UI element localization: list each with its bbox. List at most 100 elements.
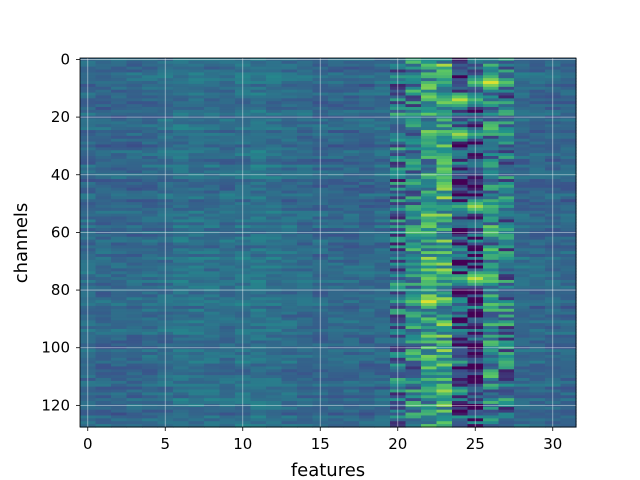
heatmap-cell <box>266 271 283 275</box>
heatmap-cell <box>374 72 391 76</box>
heatmap-cell <box>204 412 221 417</box>
heatmap-cell <box>266 245 283 249</box>
heatmap-cell <box>111 107 128 111</box>
heatmap-cell <box>436 383 453 388</box>
heatmap-cell <box>281 259 298 264</box>
heatmap-cell <box>514 386 531 391</box>
heatmap-cell <box>219 386 236 391</box>
heatmap-cell <box>421 369 438 373</box>
heatmap-cell <box>436 256 453 261</box>
heatmap-cell <box>529 161 546 166</box>
heatmap-cell <box>374 424 391 428</box>
heatmap-cell <box>111 72 128 76</box>
heatmap-cell <box>111 92 128 97</box>
heatmap-cell <box>359 156 376 160</box>
heatmap-cell <box>529 328 546 333</box>
heatmap-cell <box>126 170 143 174</box>
heatmap-cell <box>514 153 531 157</box>
heatmap-cell <box>188 409 205 414</box>
heatmap-cell <box>529 199 546 203</box>
heatmap-cell <box>452 69 469 74</box>
heatmap-cell <box>514 395 531 399</box>
heatmap-cell <box>483 308 500 313</box>
heatmap-cell <box>405 107 422 111</box>
heatmap-cell <box>498 219 515 223</box>
heatmap-cell <box>436 193 453 197</box>
heatmap-cell <box>188 248 205 252</box>
heatmap-cell <box>514 354 531 359</box>
heatmap-cell <box>173 138 190 143</box>
heatmap-cell <box>421 222 438 226</box>
heatmap-cell <box>374 369 391 373</box>
heatmap-cell <box>374 277 391 281</box>
heatmap-cell <box>95 337 112 342</box>
heatmap-cell <box>405 118 422 123</box>
heatmap-cell <box>452 144 469 148</box>
heatmap-cell <box>281 308 298 313</box>
heatmap-cell <box>111 248 128 252</box>
heatmap-cell <box>529 210 546 215</box>
heatmap-cell <box>560 291 577 295</box>
heatmap-cell <box>405 357 422 362</box>
heatmap-cell <box>250 392 267 396</box>
heatmap-cell <box>405 75 422 79</box>
heatmap-cell <box>436 320 453 324</box>
heatmap-cell <box>498 314 515 319</box>
heatmap-cell <box>219 92 236 97</box>
heatmap-cell <box>266 81 283 85</box>
heatmap-cell <box>343 69 360 74</box>
heatmap-cell <box>173 107 190 111</box>
heatmap-cell <box>173 81 190 85</box>
heatmap-cell <box>250 78 267 82</box>
heatmap-cell <box>142 282 159 287</box>
heatmap-cell <box>250 216 267 221</box>
heatmap-cell <box>95 167 112 172</box>
heatmap-cell <box>452 141 469 146</box>
heatmap-cell <box>95 78 112 82</box>
heatmap-cell <box>126 337 143 342</box>
heatmap-cell <box>266 222 283 226</box>
heatmap-cell <box>173 83 190 88</box>
heatmap-cell <box>529 112 546 117</box>
heatmap-cell <box>514 262 531 267</box>
heatmap-cell <box>359 181 376 186</box>
heatmap-cell <box>514 259 531 264</box>
heatmap-cell <box>514 81 531 85</box>
heatmap-cell <box>560 412 577 417</box>
heatmap-cell <box>95 66 112 71</box>
heatmap-cell <box>204 81 221 85</box>
heatmap-cell <box>111 383 128 388</box>
heatmap-cell <box>173 363 190 368</box>
heatmap-cell <box>126 262 143 267</box>
heatmap-cell <box>374 138 391 143</box>
heatmap-cell <box>421 328 438 333</box>
heatmap-cell <box>452 60 469 65</box>
heatmap-cell <box>297 354 314 359</box>
heatmap-cell <box>95 164 112 169</box>
heatmap-cell <box>188 164 205 169</box>
heatmap-cell <box>436 156 453 160</box>
heatmap-cell <box>266 401 283 405</box>
heatmap-cell <box>514 326 531 330</box>
heatmap-cell <box>560 89 577 94</box>
heatmap-cell <box>297 190 314 195</box>
heatmap-cell <box>452 207 469 212</box>
heatmap-cell <box>219 337 236 342</box>
heatmap-cell <box>498 190 515 195</box>
heatmap-cell <box>405 349 422 353</box>
heatmap-cell <box>498 254 515 258</box>
heatmap-cell <box>498 92 515 97</box>
heatmap-cell <box>281 392 298 396</box>
heatmap-cell <box>374 308 391 313</box>
heatmap-cell <box>281 323 298 327</box>
heatmap-cell <box>436 75 453 79</box>
heatmap-cell <box>266 360 283 365</box>
heatmap-cell <box>436 222 453 226</box>
heatmap-cell <box>405 297 422 301</box>
heatmap-cell <box>142 343 159 347</box>
heatmap-cell <box>374 392 391 396</box>
heatmap-cell <box>297 375 314 379</box>
heatmap-cell <box>126 392 143 396</box>
heatmap-cell <box>529 153 546 157</box>
heatmap-cell <box>111 285 128 290</box>
